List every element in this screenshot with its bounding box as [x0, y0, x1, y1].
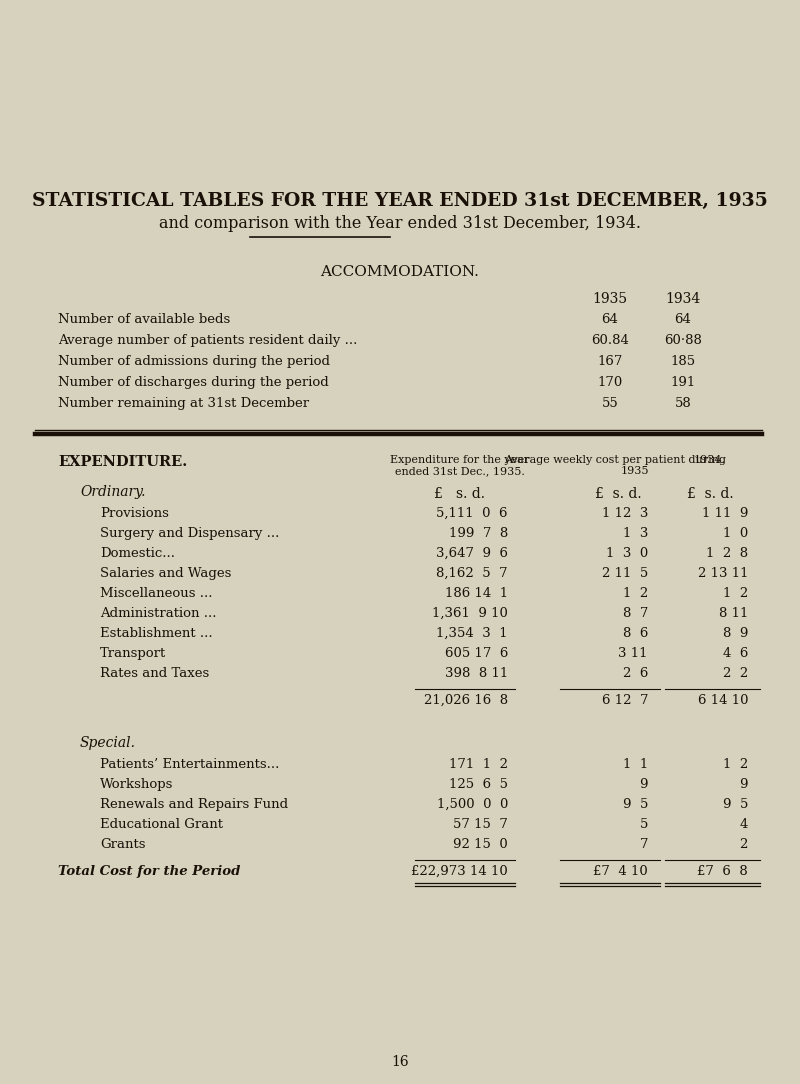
Text: 8,162  5  7: 8,162 5 7 — [436, 567, 508, 580]
Text: Expenditure for the year: Expenditure for the year — [390, 455, 530, 465]
Text: 8  9: 8 9 — [722, 627, 748, 640]
Text: 3,647  9  6: 3,647 9 6 — [436, 547, 508, 560]
Text: 170: 170 — [598, 376, 622, 389]
Text: 167: 167 — [598, 354, 622, 367]
Text: 1  2: 1 2 — [722, 588, 748, 601]
Text: 5: 5 — [640, 818, 648, 831]
Text: 58: 58 — [674, 397, 691, 410]
Text: Ordinary.: Ordinary. — [80, 485, 146, 499]
Text: Establishment ...: Establishment ... — [100, 627, 213, 640]
Text: 64: 64 — [602, 313, 618, 326]
Text: ended 31st Dec., 1935.: ended 31st Dec., 1935. — [395, 466, 525, 476]
Text: 57 15  7: 57 15 7 — [453, 818, 508, 831]
Text: Salaries and Wages: Salaries and Wages — [100, 567, 231, 580]
Text: 2 11  5: 2 11 5 — [602, 567, 648, 580]
Text: 8  6: 8 6 — [622, 627, 648, 640]
Text: Rates and Taxes: Rates and Taxes — [100, 667, 210, 680]
Text: 16: 16 — [391, 1055, 409, 1069]
Text: Special.: Special. — [80, 736, 136, 750]
Text: 21,026 16  8: 21,026 16 8 — [424, 694, 508, 707]
Text: Grants: Grants — [100, 838, 146, 851]
Text: 1,361  9 10: 1,361 9 10 — [432, 607, 508, 620]
Text: 55: 55 — [602, 397, 618, 410]
Text: Patients’ Entertainments...: Patients’ Entertainments... — [100, 758, 279, 771]
Text: 171  1  2: 171 1 2 — [449, 758, 508, 771]
Text: STATISTICAL TABLES FOR THE YEAR ENDED 31st DECEMBER, 1935: STATISTICAL TABLES FOR THE YEAR ENDED 31… — [32, 192, 768, 210]
Text: 605 17  6: 605 17 6 — [445, 647, 508, 660]
Text: £  s. d.: £ s. d. — [594, 487, 642, 501]
Text: 1 11  9: 1 11 9 — [702, 507, 748, 520]
Text: 60.84: 60.84 — [591, 334, 629, 347]
Text: Administration ...: Administration ... — [100, 607, 217, 620]
Text: 60·88: 60·88 — [664, 334, 702, 347]
Text: 2  6: 2 6 — [622, 667, 648, 680]
Text: 9: 9 — [739, 778, 748, 791]
Text: 64: 64 — [674, 313, 691, 326]
Text: 1  0: 1 0 — [722, 527, 748, 540]
Text: 1  3: 1 3 — [622, 527, 648, 540]
Text: Average weekly cost per patient during: Average weekly cost per patient during — [504, 455, 726, 465]
Text: Provisions: Provisions — [100, 507, 169, 520]
Text: 7: 7 — [639, 838, 648, 851]
Text: 8 11: 8 11 — [718, 607, 748, 620]
Text: £22,973 14 10: £22,973 14 10 — [411, 865, 508, 878]
Text: 5,111  0  6: 5,111 0 6 — [437, 507, 508, 520]
Text: 4: 4 — [740, 818, 748, 831]
Text: 185: 185 — [670, 354, 695, 367]
Text: Workshops: Workshops — [100, 778, 174, 791]
Text: Miscellaneous ...: Miscellaneous ... — [100, 588, 213, 601]
Text: Number remaining at 31st December: Number remaining at 31st December — [58, 397, 309, 410]
Text: 125  6  5: 125 6 5 — [449, 778, 508, 791]
Text: Educational Grant: Educational Grant — [100, 818, 223, 831]
Text: ACCOMMODATION.: ACCOMMODATION. — [321, 264, 479, 279]
Text: 186 14  1: 186 14 1 — [445, 588, 508, 601]
Text: 1,500  0  0: 1,500 0 0 — [437, 798, 508, 811]
Text: Surgery and Dispensary ...: Surgery and Dispensary ... — [100, 527, 279, 540]
Text: 8  7: 8 7 — [622, 607, 648, 620]
Text: 9  5: 9 5 — [622, 798, 648, 811]
Text: 6 12  7: 6 12 7 — [602, 694, 648, 707]
Text: 4  6: 4 6 — [722, 647, 748, 660]
Text: 2 13 11: 2 13 11 — [698, 567, 748, 580]
Text: Total Cost for the Period: Total Cost for the Period — [58, 865, 240, 878]
Text: 2  2: 2 2 — [722, 667, 748, 680]
Text: 1934.: 1934. — [694, 455, 726, 465]
Text: 398  8 11: 398 8 11 — [445, 667, 508, 680]
Text: 1  3  0: 1 3 0 — [606, 547, 648, 560]
Text: Number of available beds: Number of available beds — [58, 313, 230, 326]
Text: Average number of patients resident daily ...: Average number of patients resident dail… — [58, 334, 358, 347]
Text: £  s. d.: £ s. d. — [686, 487, 734, 501]
Text: 9: 9 — [639, 778, 648, 791]
Text: 92 15  0: 92 15 0 — [454, 838, 508, 851]
Text: 1  2: 1 2 — [722, 758, 748, 771]
Text: 1935: 1935 — [621, 466, 650, 476]
Text: Transport: Transport — [100, 647, 166, 660]
Text: 1,354  3  1: 1,354 3 1 — [436, 627, 508, 640]
Text: 3 11: 3 11 — [618, 647, 648, 660]
Text: Renewals and Repairs Fund: Renewals and Repairs Fund — [100, 798, 288, 811]
Text: 2: 2 — [740, 838, 748, 851]
Text: 1 12  3: 1 12 3 — [602, 507, 648, 520]
Text: and comparison with the Year ended 31st December, 1934.: and comparison with the Year ended 31st … — [159, 215, 641, 232]
Text: 9  5: 9 5 — [722, 798, 748, 811]
Text: 191: 191 — [670, 376, 696, 389]
Text: 1934: 1934 — [666, 292, 701, 306]
Text: £7  6  8: £7 6 8 — [698, 865, 748, 878]
Text: £   s. d.: £ s. d. — [434, 487, 486, 501]
Text: 6 14 10: 6 14 10 — [698, 694, 748, 707]
Text: 1  1: 1 1 — [622, 758, 648, 771]
Text: Domestic...: Domestic... — [100, 547, 175, 560]
Text: 1  2: 1 2 — [622, 588, 648, 601]
Text: EXPENDITURE.: EXPENDITURE. — [58, 455, 187, 469]
Text: 1  2  8: 1 2 8 — [706, 547, 748, 560]
Text: 199  7  8: 199 7 8 — [449, 527, 508, 540]
Text: £7  4 10: £7 4 10 — [594, 865, 648, 878]
Text: 1935: 1935 — [593, 292, 627, 306]
Text: Number of admissions during the period: Number of admissions during the period — [58, 354, 330, 367]
Text: Number of discharges during the period: Number of discharges during the period — [58, 376, 329, 389]
